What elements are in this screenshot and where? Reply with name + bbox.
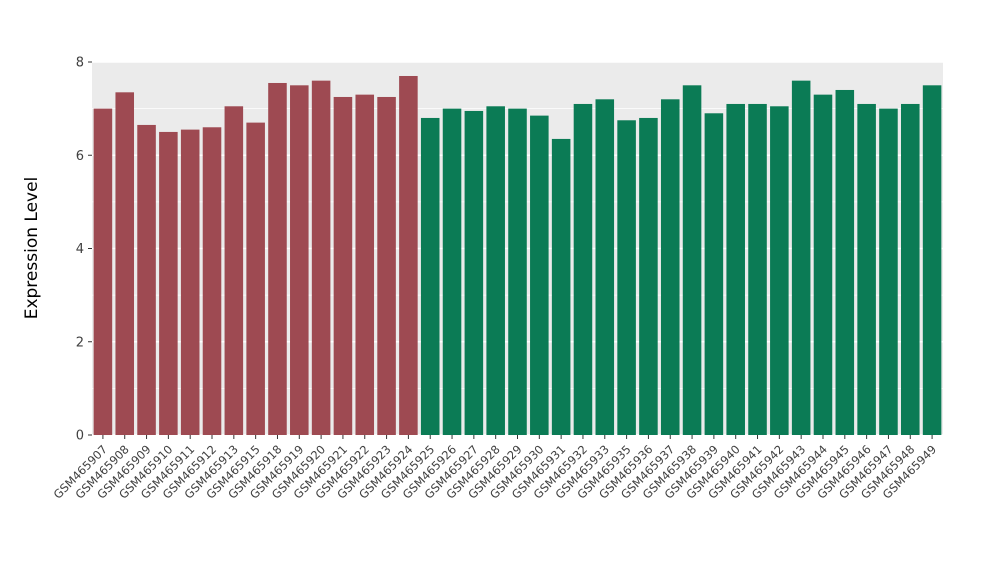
- bar-GSM465938: [682, 85, 702, 435]
- bar-GSM465921: [333, 96, 353, 435]
- bar-GSM465941: [748, 103, 767, 436]
- y-tick-label: 2: [76, 335, 84, 350]
- bar-GSM465944: [813, 94, 833, 435]
- bar-GSM465922: [355, 94, 375, 435]
- bar-GSM465924: [399, 75, 418, 436]
- bar-GSM465937: [660, 99, 680, 436]
- bar-GSM465943: [791, 80, 811, 436]
- bar-GSM465911: [180, 129, 200, 436]
- bar-GSM465909: [137, 124, 156, 435]
- bar-GSM465949: [922, 85, 942, 435]
- y-tick-label: 6: [76, 149, 84, 164]
- bar-GSM465942: [770, 106, 789, 435]
- y-tick-label: 0: [76, 429, 84, 444]
- bar-GSM465929: [508, 108, 527, 436]
- bar-GSM465915: [246, 122, 265, 436]
- bar-GSM465919: [290, 85, 309, 435]
- bar-GSM465939: [704, 113, 724, 435]
- bar-GSM465908: [115, 92, 135, 435]
- bar-GSM465910: [159, 131, 178, 435]
- y-tick-label: 8: [76, 56, 84, 71]
- bar-GSM465923: [377, 96, 396, 435]
- bar-GSM465947: [879, 108, 898, 436]
- bar-GSM465945: [835, 89, 855, 435]
- bar-GSM465948: [901, 103, 920, 436]
- bar-GSM465936: [639, 117, 658, 435]
- bar-GSM465930: [530, 115, 549, 436]
- bar-GSM465946: [857, 103, 876, 436]
- y-tick-label: 4: [76, 242, 84, 257]
- bar-GSM465927: [464, 110, 484, 436]
- bar-GSM465935: [617, 120, 636, 435]
- bar-GSM465933: [595, 99, 615, 436]
- bar-GSM465912: [202, 127, 222, 435]
- bar-GSM465920: [311, 80, 331, 436]
- bar-GSM465925: [420, 117, 440, 435]
- bar-GSM465931: [551, 138, 571, 435]
- bar-GSM465918: [268, 82, 287, 435]
- bar-GSM465932: [573, 103, 593, 436]
- bar-GSM465940: [726, 103, 745, 436]
- bar-GSM465913: [224, 106, 244, 435]
- bar-GSM465907: [93, 108, 113, 436]
- bar-GSM465926: [442, 108, 462, 436]
- bar-GSM465928: [486, 106, 505, 435]
